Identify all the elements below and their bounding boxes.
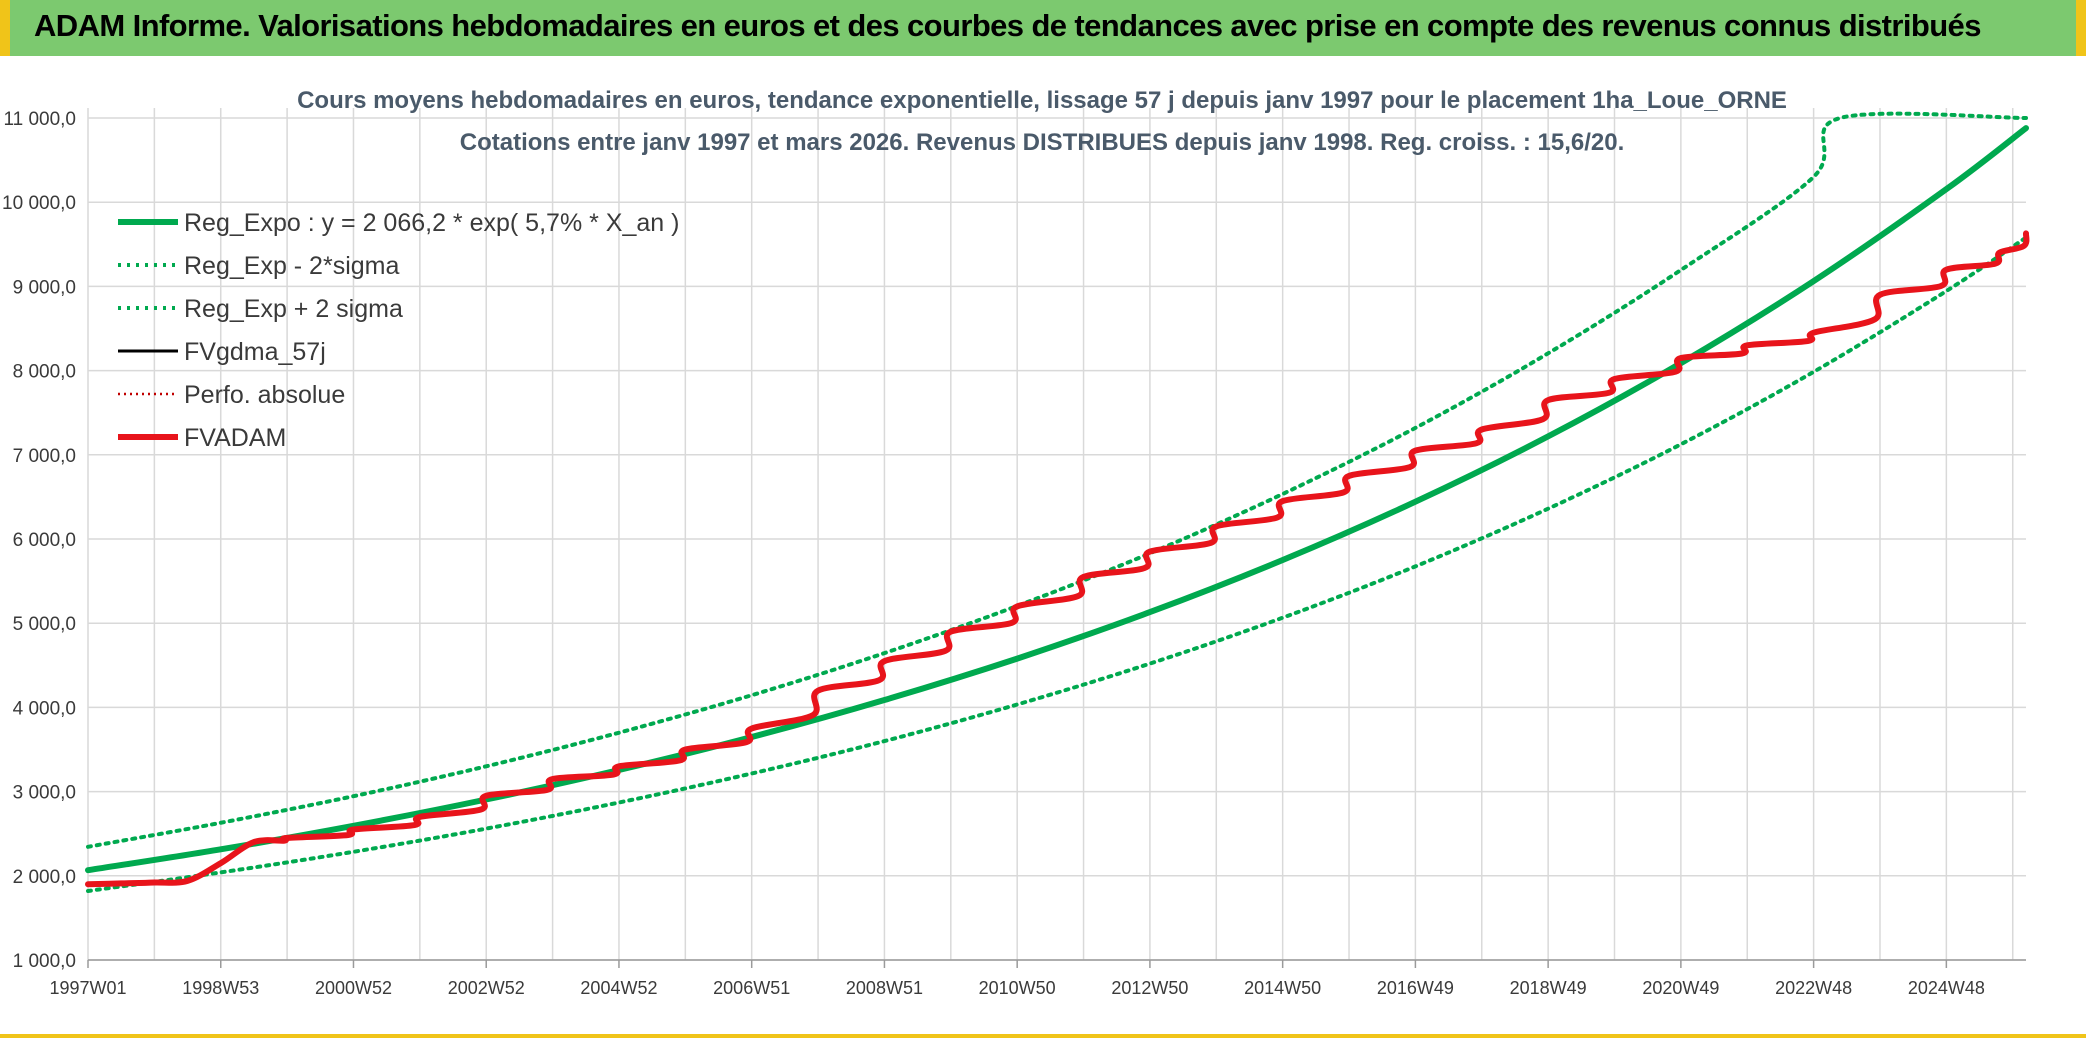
y-tick-label: 7 000,0: [13, 446, 76, 467]
x-tick-label: 2000W52: [315, 978, 392, 998]
x-tick-label: 2006W51: [713, 978, 790, 998]
y-tick-label: 9 000,0: [13, 277, 76, 298]
chart-grid: [87, 108, 2026, 961]
x-tick-label: 2014W50: [1244, 978, 1321, 998]
series-line-2: [86, 111, 2028, 849]
x-tick-label: 2004W52: [580, 978, 657, 998]
x-tick-label: 2016W49: [1377, 978, 1454, 998]
x-tick-label: 2008W51: [846, 978, 923, 998]
x-tick-label: 2022W48: [1775, 978, 1852, 998]
x-tick-label: 2020W49: [1642, 978, 1719, 998]
y-tick-label: 10 000,0: [2, 193, 76, 214]
x-tick-label: 2024W48: [1908, 978, 1985, 998]
x-tick-label: 2010W50: [979, 978, 1056, 998]
chart-title: Cours moyens hebdomadaires en euros, ten…: [297, 87, 1787, 114]
series-line-0: [85, 125, 2029, 874]
report-banner: ADAM Informe. Valorisations hebdomadaire…: [0, 0, 2086, 56]
x-tick-label: 2002W52: [448, 978, 525, 998]
legend-label: Perfo. absolue: [184, 381, 345, 409]
legend-label: Reg_Exp + 2 sigma: [184, 295, 403, 323]
y-tick-label: 2 000,0: [13, 867, 76, 888]
chart-titles: Cours moyens hebdomadaires en euros, ten…: [297, 87, 1787, 156]
legend-label: Reg_Expo : y = 2 066,2 * exp( 5,7% * X_a…: [184, 209, 679, 237]
y-tick-label: 8 000,0: [13, 362, 76, 383]
x-tick-label: 2012W50: [1111, 978, 1188, 998]
chart-series: [85, 111, 2030, 893]
y-tick-label: 3 000,0: [13, 783, 76, 804]
y-tick-label: 6 000,0: [13, 530, 76, 551]
x-tick-label: 1997W01: [49, 978, 126, 998]
series-line-5: [85, 230, 2030, 888]
series-line-1: [86, 235, 2028, 893]
report-title: ADAM Informe. Valorisations hebdomadaire…: [34, 8, 1981, 43]
y-tick-label: 11 000,0: [3, 109, 76, 130]
chart-axes: 1 000,0 2 000,0 3 000,0 4 000,0 5 000,0 6 000…: [2, 109, 2026, 998]
y-tick-label: 4 000,0: [13, 698, 76, 719]
chart-legend: Reg_Expo : y = 2 066,2 * exp( 5,7% * X_a…: [118, 209, 679, 452]
y-tick-label: 1 000,0: [13, 951, 76, 972]
chart-subtitle: Cotations entre janv 1997 et mars 2026. …: [460, 129, 1625, 156]
legend-label: FVADAM: [184, 424, 286, 452]
legend-label: FVgdma_57j: [184, 338, 326, 366]
x-tick-label: 1998W53: [182, 978, 259, 998]
x-tick-label: 2018W49: [1510, 978, 1587, 998]
legend-label: Reg_Exp - 2*sigma: [184, 252, 399, 280]
y-tick-label: 5 000,0: [13, 614, 76, 635]
